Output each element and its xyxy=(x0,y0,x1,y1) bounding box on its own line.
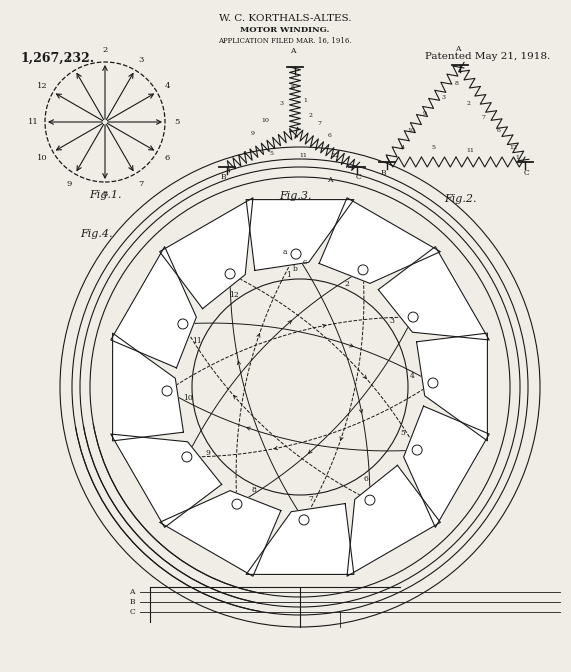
Text: 8: 8 xyxy=(102,190,108,198)
Text: 10: 10 xyxy=(407,128,415,133)
Text: 11: 11 xyxy=(192,337,202,345)
Text: 7: 7 xyxy=(309,495,313,503)
Text: B: B xyxy=(130,598,135,606)
Text: 5: 5 xyxy=(401,429,405,437)
Text: B: B xyxy=(220,173,226,181)
Text: 2: 2 xyxy=(344,280,349,288)
Polygon shape xyxy=(404,406,489,528)
Text: C: C xyxy=(524,169,530,177)
Text: 5: 5 xyxy=(431,145,435,150)
Text: Patented May 21, 1918.: Patented May 21, 1918. xyxy=(425,52,550,61)
Circle shape xyxy=(365,495,375,505)
Text: 9: 9 xyxy=(423,111,427,116)
Circle shape xyxy=(358,265,368,275)
Text: 3: 3 xyxy=(389,317,394,325)
Text: 2: 2 xyxy=(309,113,313,118)
Circle shape xyxy=(162,386,172,396)
Circle shape xyxy=(408,312,418,322)
Polygon shape xyxy=(246,503,354,575)
Text: APPLICATION FILED MAR. 16, 1916.: APPLICATION FILED MAR. 16, 1916. xyxy=(218,36,352,44)
Text: 1: 1 xyxy=(286,271,291,279)
Text: 11: 11 xyxy=(27,118,38,126)
Text: 7: 7 xyxy=(138,180,144,188)
Circle shape xyxy=(225,269,235,279)
Text: 12: 12 xyxy=(331,153,339,158)
Polygon shape xyxy=(111,247,196,368)
Text: A: A xyxy=(290,47,296,55)
Polygon shape xyxy=(160,198,253,308)
Text: 6: 6 xyxy=(164,154,170,162)
Circle shape xyxy=(291,249,301,259)
Text: 4: 4 xyxy=(401,145,405,150)
Text: Fig.4.: Fig.4. xyxy=(80,229,112,239)
Text: 9: 9 xyxy=(251,131,255,136)
Text: 9: 9 xyxy=(66,180,72,188)
Text: Fig.1.: Fig.1. xyxy=(89,190,121,200)
Text: 6: 6 xyxy=(497,128,501,133)
Circle shape xyxy=(182,452,192,462)
Polygon shape xyxy=(246,200,354,270)
Text: 11: 11 xyxy=(466,148,474,153)
Text: 8: 8 xyxy=(251,486,256,494)
Text: 3: 3 xyxy=(138,56,144,64)
Polygon shape xyxy=(416,333,488,441)
Text: 8: 8 xyxy=(291,85,295,90)
Text: 5: 5 xyxy=(269,151,273,156)
Text: 12: 12 xyxy=(37,82,48,90)
Polygon shape xyxy=(112,333,183,441)
Text: 4: 4 xyxy=(164,82,170,90)
Text: A: A xyxy=(327,176,333,184)
Text: 12: 12 xyxy=(509,145,517,150)
Text: B: B xyxy=(380,169,386,177)
Text: 3: 3 xyxy=(279,101,283,106)
Text: 7: 7 xyxy=(317,121,321,126)
Text: 2: 2 xyxy=(467,101,471,106)
Text: Fig.2.: Fig.2. xyxy=(444,194,476,204)
Text: 10: 10 xyxy=(183,394,192,403)
Text: Fig.3.: Fig.3. xyxy=(279,191,311,201)
Text: 1: 1 xyxy=(66,56,72,64)
Polygon shape xyxy=(379,247,489,340)
Text: 11: 11 xyxy=(299,153,307,158)
Text: 3: 3 xyxy=(441,95,445,100)
Text: C: C xyxy=(356,173,362,181)
Text: 4: 4 xyxy=(410,372,415,380)
Circle shape xyxy=(428,378,438,388)
Text: 2: 2 xyxy=(102,46,107,54)
Circle shape xyxy=(178,319,188,329)
Text: W. C. KORTHALS-ALTES.: W. C. KORTHALS-ALTES. xyxy=(219,14,351,23)
Text: 12: 12 xyxy=(229,291,239,299)
Text: 1: 1 xyxy=(303,98,307,103)
Polygon shape xyxy=(347,465,440,577)
Polygon shape xyxy=(160,491,281,577)
Text: b: b xyxy=(292,265,297,273)
Text: 1,267,232.: 1,267,232. xyxy=(20,52,94,65)
Text: 10: 10 xyxy=(261,118,269,123)
Text: 6: 6 xyxy=(328,133,332,138)
Text: A: A xyxy=(130,588,135,596)
Text: 8: 8 xyxy=(455,81,459,86)
Text: 9: 9 xyxy=(206,449,211,457)
Text: c: c xyxy=(303,258,307,266)
Polygon shape xyxy=(111,434,222,528)
Circle shape xyxy=(412,445,422,455)
Text: MOTOR WINDING.: MOTOR WINDING. xyxy=(240,26,329,34)
Text: 1: 1 xyxy=(515,155,519,160)
Text: 10: 10 xyxy=(37,154,48,162)
Text: 4: 4 xyxy=(243,151,247,156)
Text: 5: 5 xyxy=(174,118,180,126)
Text: 6: 6 xyxy=(364,474,368,482)
Text: a: a xyxy=(283,248,287,256)
Text: A: A xyxy=(455,45,461,53)
Text: 7: 7 xyxy=(481,115,485,120)
Circle shape xyxy=(299,515,309,525)
Circle shape xyxy=(232,499,242,509)
Text: C: C xyxy=(129,608,135,616)
Polygon shape xyxy=(319,198,440,284)
